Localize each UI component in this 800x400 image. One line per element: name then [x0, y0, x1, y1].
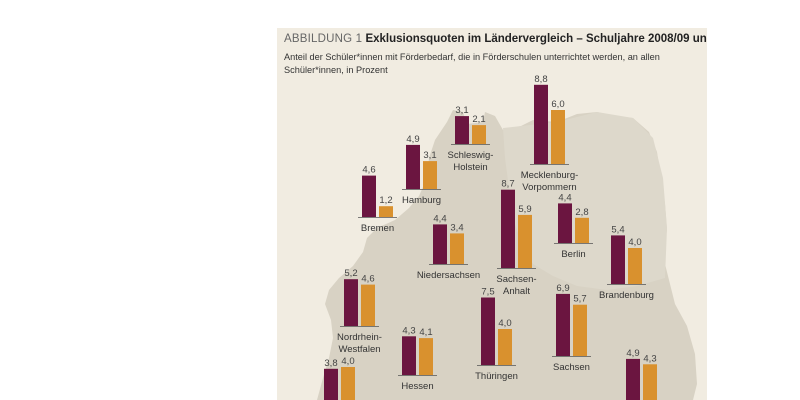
value-label-2008-hamburg: 4,9 [406, 134, 419, 145]
state-name-brandenburg: Brandenburg [599, 290, 654, 301]
state-group-brandenburg: 5,4 4,0 Brandenburg [599, 224, 654, 301]
state-group-hamburg: 4,9 3,1 Hamburg [402, 134, 441, 206]
bar-chart-layer: 3,1 2,1 Schleswig-Holstein 8,8 6,0 Mecklenbur… [324, 74, 657, 400]
value-label-2016-sachsen: 5,7 [573, 294, 586, 305]
state-group-bremen: 4,6 1,2 Bremen [358, 165, 397, 234]
bar-2016-niedersachsen [450, 233, 464, 264]
value-label-2008-berlin: 4,4 [558, 192, 571, 203]
bar-2016-thueringen [498, 329, 512, 365]
value-label-2016-bayern: 4,3 [643, 353, 656, 364]
bar-2008-schleswig-holstein [455, 116, 469, 144]
state-group-niedersachsen: 4,4 3,4 Niedersachsen [417, 213, 480, 281]
bar-2008-niedersachsen [433, 224, 447, 264]
value-label-2016-nordrhein-westfalen: 4,6 [361, 274, 374, 285]
value-label-2008-rheinland-pfalz: 3,8 [324, 358, 337, 369]
value-label-2016-rheinland-pfalz: 4,0 [341, 356, 354, 367]
bar-2008-sachsen [556, 293, 570, 356]
value-label-2016-thueringen: 4,0 [498, 318, 511, 329]
value-label-2008-hessen: 4,3 [402, 325, 415, 336]
value-label-2008-niedersachsen: 4,4 [433, 213, 446, 224]
bar-2008-nordrhein-westfalen [344, 279, 358, 326]
value-label-2016-sachsen-anhalt: 5,9 [518, 204, 531, 215]
bar-2008-rheinland-pfalz [324, 368, 338, 400]
value-label-2016-schleswig-holstein: 2,1 [472, 114, 485, 125]
state-group-sachsen-anhalt: 8,7 5,9 Sachsen-Anhalt [496, 179, 536, 297]
bar-2008-hessen [402, 336, 416, 375]
state-group-berlin: 4,4 2,8 Berlin [554, 192, 593, 260]
state-group-hessen: 4,3 4,1 Hessen [398, 325, 437, 392]
state-name-nordrhein-westfalen: Nordrhein- [337, 332, 382, 343]
bar-2016-hessen [419, 338, 433, 375]
state-name-mecklenburg-vorpommern: Vorpommern [522, 182, 576, 193]
value-label-2008-sachsen-anhalt: 8,7 [501, 179, 514, 190]
state-name-sachsen: Sachsen [553, 362, 590, 373]
bar-2016-nordrhein-westfalen [361, 284, 375, 326]
state-name-berlin: Berlin [561, 249, 585, 260]
bar-2008-hamburg [406, 144, 420, 189]
bar-2008-thueringen [481, 297, 495, 365]
value-label-2016-berlin: 2,8 [575, 207, 588, 218]
value-label-2008-sachsen: 6,9 [556, 283, 569, 294]
state-name-bremen: Bremen [361, 223, 394, 234]
bar-2016-rheinland-pfalz [341, 367, 355, 400]
state-name-sachsen-anhalt: Anhalt [503, 286, 530, 297]
chart-title: ABBILDUNG 1 Exklusionsquoten im Länderve… [284, 33, 707, 45]
value-label-2008-mecklenburg-vorpommern: 8,8 [534, 74, 547, 85]
bar-2016-berlin [575, 217, 589, 243]
bar-2016-sachsen-anhalt [518, 214, 532, 268]
figure-panel: ABBILDUNG 1 Exklusionsquoten im Länderve… [277, 28, 707, 400]
bar-2016-brandenburg [628, 248, 642, 284]
value-label-2016-hessen: 4,1 [419, 327, 432, 338]
value-label-2016-mecklenburg-vorpommern: 6,0 [551, 99, 564, 110]
state-group-schleswig-holstein: 3,1 2,1 Schleswig-Holstein [448, 105, 494, 173]
value-label-2008-brandenburg: 5,4 [611, 224, 624, 235]
value-label-2008-nordrhein-westfalen: 5,2 [344, 268, 357, 279]
bar-2016-bayern [643, 364, 657, 400]
state-name-niedersachsen: Niedersachsen [417, 270, 480, 281]
bar-2008-brandenburg [611, 235, 625, 284]
bar-2008-berlin [558, 203, 572, 243]
state-name-schleswig-holstein: Holstein [453, 162, 487, 173]
state-name-hamburg: Hamburg [402, 195, 441, 206]
bar-2016-hamburg [423, 161, 437, 189]
state-name-schleswig-holstein: Schleswig- [448, 150, 494, 161]
value-label-2008-bremen: 4,6 [362, 165, 375, 176]
value-label-2016-brandenburg: 4,0 [628, 237, 641, 248]
value-label-2008-thueringen: 7,5 [481, 287, 494, 298]
state-name-hessen: Hessen [401, 381, 433, 392]
bar-2008-bayern [626, 358, 640, 400]
state-group-mecklenburg-vorpommern: 8,8 6,0 Mecklenburg-Vorpommern [521, 74, 579, 193]
state-name-thueringen: Thüringen [475, 371, 518, 382]
state-name-nordrhein-westfalen: Westfalen [338, 344, 380, 355]
figure-title: Exklusionsquoten im Ländervergleich – Sc… [365, 33, 707, 45]
bar-2016-schleswig-holstein [472, 125, 486, 144]
value-label-2008-bayern: 4,9 [626, 348, 639, 359]
state-name-mecklenburg-vorpommern: Mecklenburg- [521, 170, 579, 181]
bar-2016-bremen [379, 206, 393, 217]
value-label-2008-schleswig-holstein: 3,1 [455, 105, 468, 116]
state-group-nordrhein-westfalen: 5,2 4,6 Nordrhein-Westfalen [337, 268, 382, 355]
value-label-2016-bremen: 1,2 [379, 195, 392, 206]
bar-2016-sachsen [573, 304, 587, 356]
bar-2016-mecklenburg-vorpommern [551, 110, 565, 164]
value-label-2016-niedersachsen: 3,4 [450, 222, 463, 233]
bar-2008-bremen [362, 175, 376, 217]
bar-2008-sachsen-anhalt [501, 189, 515, 268]
figure-label: ABBILDUNG 1 [284, 33, 363, 45]
state-group-rheinland-pfalz: 3,8 4,0 [324, 356, 355, 400]
chart-subtitle: Anteil der Schüler*innen mit Förderbedar… [284, 52, 660, 75]
state-group-bayern: 4,9 4,3 [626, 348, 657, 400]
state-group-thueringen: 7,5 4,0 Thüringen [475, 287, 518, 383]
bar-2008-mecklenburg-vorpommern [534, 84, 548, 164]
state-group-sachsen: 6,9 5,7 Sachsen [552, 283, 591, 373]
state-name-sachsen-anhalt: Sachsen- [496, 274, 536, 285]
value-label-2016-hamburg: 3,1 [423, 150, 436, 161]
